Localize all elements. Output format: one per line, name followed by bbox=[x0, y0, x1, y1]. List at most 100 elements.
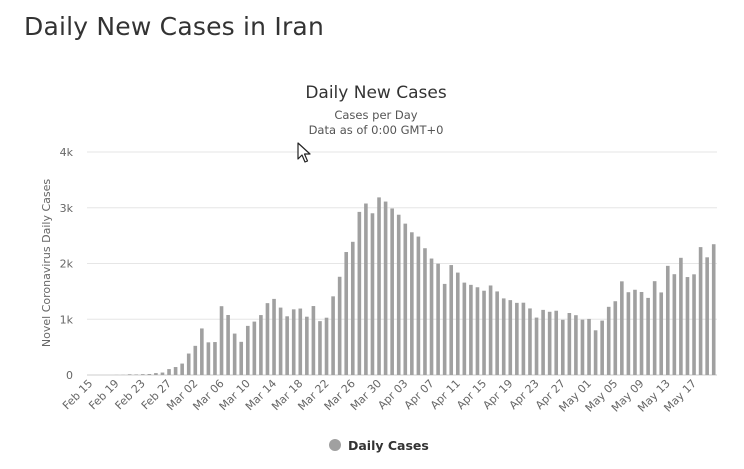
bar[interactable] bbox=[436, 264, 440, 375]
bar[interactable] bbox=[456, 273, 460, 375]
bar[interactable] bbox=[239, 342, 243, 375]
bar[interactable] bbox=[541, 310, 545, 375]
bar[interactable] bbox=[568, 313, 572, 375]
bar[interactable] bbox=[266, 303, 270, 375]
bar[interactable] bbox=[148, 374, 152, 375]
bar[interactable] bbox=[686, 277, 690, 375]
bar[interactable] bbox=[600, 321, 604, 375]
legend-marker-icon[interactable] bbox=[329, 439, 341, 451]
bar[interactable] bbox=[371, 213, 375, 375]
bar[interactable] bbox=[338, 277, 342, 375]
bar[interactable] bbox=[180, 364, 184, 375]
bar[interactable] bbox=[574, 315, 578, 375]
bar[interactable] bbox=[469, 285, 473, 375]
bar[interactable] bbox=[613, 301, 617, 375]
bar[interactable] bbox=[449, 265, 453, 375]
bar[interactable] bbox=[712, 244, 716, 375]
bar[interactable] bbox=[397, 215, 401, 375]
bar[interactable] bbox=[364, 204, 368, 375]
bar[interactable] bbox=[699, 247, 703, 375]
bar[interactable] bbox=[403, 224, 407, 375]
bar[interactable] bbox=[226, 315, 230, 375]
bar[interactable] bbox=[673, 274, 677, 375]
bar[interactable] bbox=[200, 328, 204, 375]
bar[interactable] bbox=[705, 257, 709, 375]
y-tick-label: 3k bbox=[60, 202, 74, 215]
bar[interactable] bbox=[640, 292, 644, 375]
bar[interactable] bbox=[581, 320, 585, 375]
bar-series bbox=[115, 197, 716, 375]
bar[interactable] bbox=[390, 208, 394, 375]
bar[interactable] bbox=[410, 232, 414, 375]
legend-label[interactable]: Daily Cases bbox=[348, 438, 429, 453]
bar[interactable] bbox=[594, 330, 598, 375]
bar[interactable] bbox=[305, 317, 309, 375]
bar[interactable] bbox=[443, 284, 447, 375]
bar[interactable] bbox=[463, 283, 467, 375]
y-tick-label: 4k bbox=[60, 146, 74, 159]
bar[interactable] bbox=[279, 308, 283, 375]
bar[interactable] bbox=[246, 326, 250, 375]
bar[interactable] bbox=[141, 374, 145, 375]
bar[interactable] bbox=[298, 309, 302, 375]
bar[interactable] bbox=[430, 259, 434, 375]
y-tick-label: 2k bbox=[60, 258, 74, 271]
bar[interactable] bbox=[331, 296, 335, 375]
bar[interactable] bbox=[607, 307, 611, 375]
bar[interactable] bbox=[128, 374, 132, 375]
bar[interactable] bbox=[502, 298, 506, 375]
bar[interactable] bbox=[207, 342, 211, 375]
bar[interactable] bbox=[659, 292, 663, 375]
y-tick-label: 1k bbox=[60, 313, 74, 326]
bar[interactable] bbox=[653, 281, 657, 375]
bar[interactable] bbox=[325, 318, 329, 375]
bar[interactable] bbox=[548, 312, 552, 375]
bar[interactable] bbox=[489, 285, 493, 375]
bar[interactable] bbox=[272, 299, 276, 375]
bar[interactable] bbox=[134, 374, 138, 375]
bar[interactable] bbox=[154, 373, 158, 375]
bar[interactable] bbox=[253, 322, 257, 375]
bar[interactable] bbox=[554, 311, 558, 375]
bar[interactable] bbox=[344, 252, 348, 375]
bar[interactable] bbox=[535, 318, 539, 375]
bar[interactable] bbox=[495, 291, 499, 375]
bar[interactable] bbox=[167, 369, 171, 375]
bar[interactable] bbox=[482, 291, 486, 375]
bar[interactable] bbox=[318, 321, 322, 375]
bar[interactable] bbox=[679, 258, 683, 375]
bar[interactable] bbox=[666, 266, 670, 375]
bar[interactable] bbox=[692, 274, 696, 375]
bar[interactable] bbox=[161, 373, 165, 375]
bar[interactable] bbox=[213, 342, 217, 375]
bar[interactable] bbox=[587, 319, 591, 375]
bar[interactable] bbox=[312, 306, 316, 375]
legend[interactable]: Daily Cases bbox=[329, 438, 429, 453]
bar[interactable] bbox=[174, 367, 178, 375]
bar[interactable] bbox=[508, 300, 512, 375]
bar[interactable] bbox=[358, 212, 362, 375]
bar[interactable] bbox=[522, 303, 526, 375]
bar[interactable] bbox=[384, 202, 388, 375]
bar[interactable] bbox=[633, 290, 637, 375]
bar[interactable] bbox=[220, 306, 224, 375]
bar[interactable] bbox=[417, 237, 421, 375]
bar[interactable] bbox=[627, 292, 631, 375]
bar[interactable] bbox=[561, 320, 565, 375]
bar[interactable] bbox=[233, 334, 237, 375]
bar[interactable] bbox=[187, 354, 191, 375]
bar[interactable] bbox=[476, 287, 480, 375]
bar[interactable] bbox=[646, 298, 650, 375]
bar[interactable] bbox=[285, 316, 289, 375]
bar[interactable] bbox=[377, 197, 381, 375]
bar[interactable] bbox=[259, 315, 263, 375]
bar[interactable] bbox=[351, 242, 355, 375]
bar[interactable] bbox=[515, 303, 519, 375]
bar[interactable] bbox=[193, 346, 197, 375]
bar[interactable] bbox=[528, 308, 532, 375]
bar[interactable] bbox=[423, 248, 427, 375]
bar[interactable] bbox=[620, 281, 624, 375]
bar[interactable] bbox=[292, 309, 296, 375]
